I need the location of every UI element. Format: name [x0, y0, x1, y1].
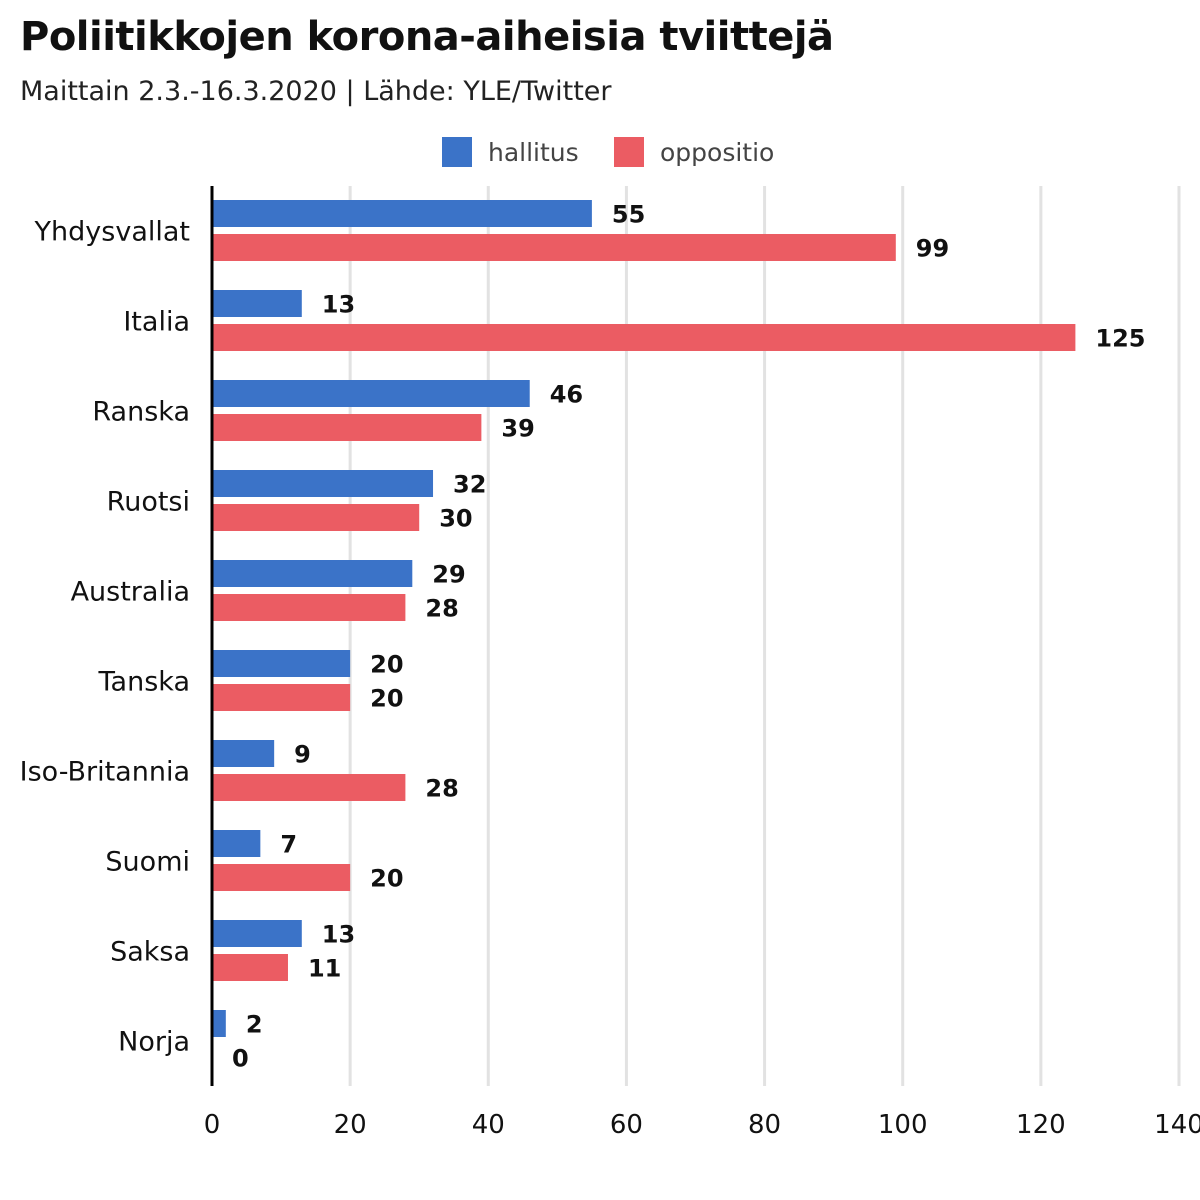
- data-label-hallitus-yhdysvallat: 55: [612, 201, 645, 229]
- x-tick-label-40: 40: [472, 1110, 505, 1140]
- bar-oppositio-iso-britannia: [212, 774, 406, 801]
- data-label-hallitus-iso-britannia: 9: [294, 741, 311, 769]
- x-tick-label-80: 80: [748, 1110, 781, 1140]
- bar-oppositio-tanska: [212, 684, 351, 711]
- category-label-yhdysvallat: Yhdysvallat: [34, 217, 190, 248]
- data-label-hallitus-ruotsi: 32: [453, 471, 486, 499]
- data-label-hallitus-australia: 29: [432, 561, 465, 589]
- x-tick-label-100: 100: [878, 1110, 928, 1140]
- data-label-oppositio-suomi: 20: [370, 865, 403, 893]
- category-label-iso-britannia: Iso-Britannia: [20, 757, 190, 788]
- data-label-hallitus-saksa: 13: [322, 921, 355, 949]
- data-label-oppositio-norja: 0: [232, 1045, 249, 1073]
- data-label-oppositio-australia: 28: [425, 595, 458, 623]
- category-label-australia: Australia: [71, 577, 190, 608]
- category-label-ranska: Ranska: [92, 397, 190, 428]
- x-tick-label-60: 60: [610, 1110, 643, 1140]
- category-label-tanska: Tanska: [98, 667, 190, 698]
- data-label-oppositio-tanska: 20: [370, 685, 403, 713]
- category-label-italia: Italia: [123, 307, 190, 338]
- category-label-suomi: Suomi: [105, 847, 190, 878]
- bar-oppositio-ranska: [212, 414, 482, 441]
- legend-item-hallitus: hallitus: [442, 132, 579, 172]
- bar-hallitus-ruotsi: [212, 470, 434, 497]
- x-tick-label-20: 20: [334, 1110, 367, 1140]
- x-tick-label-120: 120: [1016, 1110, 1066, 1140]
- bar-oppositio-italia: [212, 324, 1076, 351]
- bar-oppositio-ruotsi: [212, 504, 420, 531]
- bar-hallitus-suomi: [212, 830, 261, 857]
- data-label-hallitus-italia: 13: [322, 291, 355, 319]
- chart-subtitle: Maittain 2.3.-16.3.2020 | Lähde: YLE/Twi…: [20, 76, 612, 107]
- data-label-hallitus-ranska: 46: [550, 381, 583, 409]
- data-label-hallitus-suomi: 7: [280, 831, 297, 859]
- data-label-oppositio-italia: 125: [1095, 325, 1145, 353]
- legend-item-oppositio: oppositio: [614, 132, 774, 172]
- x-tick-label-0: 0: [204, 1110, 221, 1140]
- data-label-hallitus-tanska: 20: [370, 651, 403, 679]
- legend: hallitus oppositio: [0, 132, 1200, 172]
- data-label-oppositio-ruotsi: 30: [439, 505, 472, 533]
- legend-swatch-oppositio: [614, 137, 644, 167]
- bar-hallitus-italia: [212, 290, 302, 317]
- bar-oppositio-australia: [212, 594, 406, 621]
- category-label-norja: Norja: [118, 1027, 190, 1058]
- bar-hallitus-norja: [212, 1010, 226, 1037]
- bar-hallitus-saksa: [212, 920, 302, 947]
- data-label-oppositio-ranska: 39: [501, 415, 534, 443]
- bar-oppositio-suomi: [212, 864, 351, 891]
- data-label-oppositio-yhdysvallat: 99: [916, 235, 949, 263]
- bar-hallitus-ranska: [212, 380, 530, 407]
- bar-oppositio-yhdysvallat: [212, 234, 896, 261]
- chart-title: Poliitikkojen korona-aiheisia tviittejä: [20, 14, 834, 60]
- bar-hallitus-tanska: [212, 650, 351, 677]
- x-tick-label-140: 140: [1154, 1110, 1200, 1140]
- bar-hallitus-iso-britannia: [212, 740, 275, 767]
- category-label-saksa: Saksa: [110, 937, 190, 968]
- legend-swatch-hallitus: [442, 137, 472, 167]
- category-label-ruotsi: Ruotsi: [107, 487, 190, 518]
- legend-label-oppositio: oppositio: [660, 137, 775, 167]
- bar-hallitus-australia: [212, 560, 413, 587]
- data-label-oppositio-iso-britannia: 28: [425, 775, 458, 803]
- data-label-oppositio-saksa: 11: [308, 955, 341, 983]
- legend-label-hallitus: hallitus: [488, 137, 579, 167]
- bar-hallitus-yhdysvallat: [212, 200, 592, 227]
- data-label-hallitus-norja: 2: [246, 1011, 263, 1039]
- bar-oppositio-saksa: [212, 954, 288, 981]
